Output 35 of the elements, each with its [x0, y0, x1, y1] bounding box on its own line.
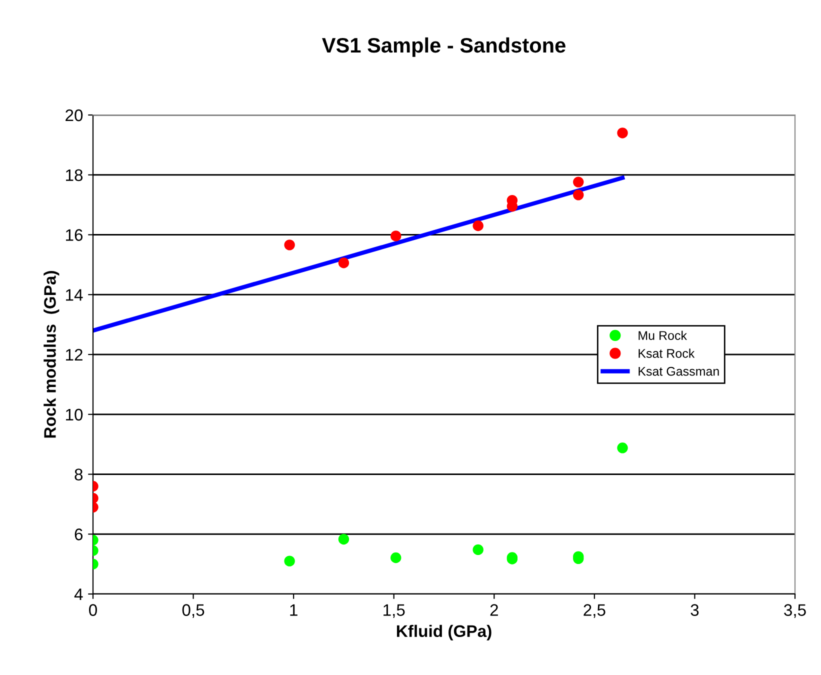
- legend-label: Ksat Rock: [638, 348, 695, 358]
- y-tick-label: 18: [66, 169, 83, 182]
- x-tick-label: 2: [490, 604, 498, 616]
- x-tick-label: 0,5: [182, 604, 204, 618]
- y-tick-label: 20: [66, 109, 83, 122]
- x-tick-label: 2,5: [584, 604, 606, 618]
- point: [338, 534, 350, 545]
- x-tick-label: 3: [690, 604, 699, 616]
- point: [617, 128, 628, 138]
- y-tick-label: 10: [66, 408, 83, 421]
- x-axis-title: Kfluid (GPa): [396, 624, 492, 640]
- legend-label: Ksat Gassman: [638, 366, 719, 376]
- y-tick-label: 8: [74, 468, 83, 480]
- point: [284, 556, 295, 566]
- y-tick-label: 16: [66, 229, 83, 241]
- x-tick-label: 1,5: [384, 604, 405, 618]
- point: [573, 190, 584, 200]
- x-tick-label: 3,5: [784, 604, 806, 618]
- point: [284, 240, 295, 250]
- point: [390, 230, 402, 242]
- x-tick-label: 0: [89, 604, 97, 616]
- y-tick-label: 4: [74, 588, 83, 600]
- y-tick-label: 14: [66, 289, 83, 301]
- x-tick-label: 1: [290, 604, 298, 616]
- point: [390, 552, 402, 564]
- point: [573, 176, 584, 188]
- y-tick-label: 12: [66, 348, 82, 361]
- y-tick-label: 6: [74, 528, 83, 540]
- point: [617, 442, 628, 454]
- y-axis-title: Rock modulus (GPa): [44, 271, 60, 438]
- point: [472, 220, 484, 232]
- point: [472, 544, 484, 556]
- chart-title: VS1 Sample - Sandstone: [322, 37, 566, 57]
- point: [338, 258, 350, 268]
- legend-label: Mu Rock: [638, 330, 688, 340]
